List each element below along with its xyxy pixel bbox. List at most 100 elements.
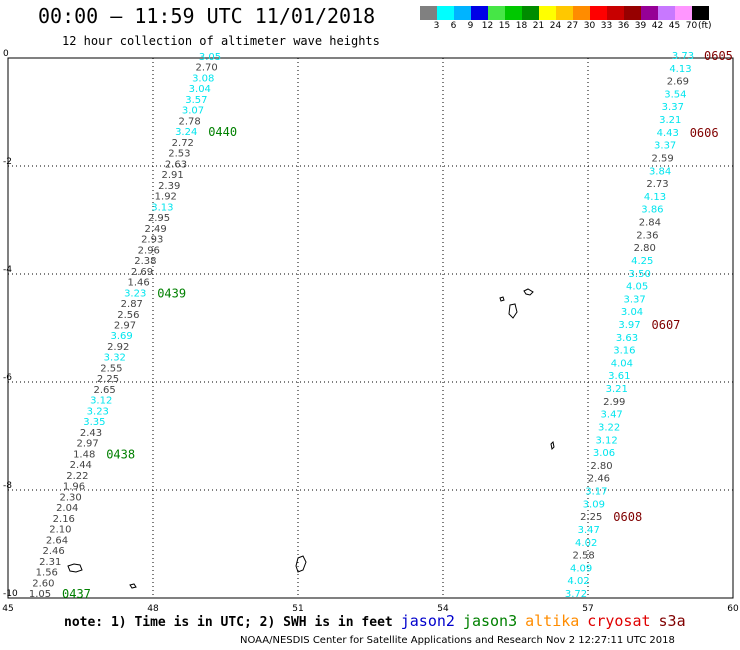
wave-height-label: 3.86 [641,205,663,216]
wave-height-label: 3.73 [672,51,694,62]
wave-height-label: 3.12 [90,396,112,407]
chart-title: 00:00 – 11:59 UTC 11/01/2018 [38,4,376,28]
wave-height-label: 3.47 [601,410,623,421]
legend-swatch [437,6,454,20]
legend-swatch [658,6,675,20]
legend-swatch [420,6,437,20]
wave-height-label: 2.97 [114,321,136,332]
wave-height-label: 2.96 [138,245,160,256]
y-tick-label: -8 [3,481,12,491]
legend-swatch [539,6,556,20]
legend-label: 3 [433,21,440,31]
satellite-s3a: s3a [658,612,686,630]
y-tick-label: -4 [3,265,12,275]
island-outline [295,555,307,573]
wave-height-label: 3.37 [662,102,684,113]
legend-swatches [420,6,740,20]
wave-height-label: 3.35 [83,417,105,428]
satellite-altika: altika [525,612,580,630]
satellite-jason3: jason3 [462,612,518,630]
wave-height-label: 1.56 [36,568,58,579]
wave-height-label: 2.04 [56,503,78,514]
wave-height-label: 3.04 [621,307,643,318]
wave-height-label: 2.84 [639,218,661,229]
wave-height-label: 3.24 [175,127,197,138]
wave-height-label: 3.22 [598,422,620,433]
wave-height-label: 3.13 [151,202,173,213]
wave-height-label: 2.92 [107,342,129,353]
x-tick-label: 54 [437,604,449,614]
wave-height-label: 1.05 [29,589,51,600]
wave-height-label: 2.63 [165,159,187,170]
legend-label: 30 [583,21,596,31]
wave-height-label: 2.70 [195,63,217,74]
wave-height-label: 3.69 [110,331,132,342]
wave-height-label: 2.80 [634,243,656,254]
legend-label: 33 [600,21,613,31]
note-text: note: 1) Time is in UTC; 2) SWH is in fe… [64,615,393,630]
wave-height-label: 2.73 [646,179,668,190]
wave-height-label: 2.49 [144,224,166,235]
wave-height-label: 4.02 [567,576,589,587]
legend-swatch [573,6,590,20]
legend-swatch [471,6,488,20]
wave-height-label: 1.46 [127,278,149,289]
wave-height-label: 2.53 [168,149,190,160]
wave-height-label: 2.16 [53,514,75,525]
x-tick-label: 57 [582,604,593,614]
time-label: 0606 [690,126,719,140]
wave-height-label: 3.61 [608,371,630,382]
time-label: 0437 [62,587,91,601]
legend-label: 21 [532,21,545,31]
legend-label: 27 [566,21,579,31]
wave-height-label: 2.87 [121,299,143,310]
wave-height-label: 2.59 [651,153,673,164]
wave-height-label: 3.97 [618,320,640,331]
legend-swatch [607,6,624,20]
legend-swatch [505,6,522,20]
wave-height-label: 3.04 [189,84,211,95]
wave-height-label: 1.96 [63,482,85,493]
wave-height-label: 3.16 [613,346,635,357]
time-label: 0607 [652,318,681,332]
island-outline [499,296,505,302]
wave-height-label: 3.12 [595,435,617,446]
legend-label: 45 [668,21,681,31]
wave-height-label: 2.31 [39,557,61,568]
wave-height-label: 2.80 [590,461,612,472]
wave-height-label: 2.72 [172,138,194,149]
wave-height-label: 2.25 [580,512,602,523]
wave-height-label: 3.57 [185,95,207,106]
wave-height-label: 2.69 [131,267,153,278]
wave-height-label: 2.36 [636,230,658,241]
wave-height-label: 4.05 [626,282,648,293]
wave-height-label: 3.07 [182,106,204,117]
wave-height-label: 2.95 [148,213,170,224]
wave-height-label: 2.60 [32,578,54,589]
satellite-cryosat: cryosat [587,612,651,630]
wave-height-label: 4.09 [570,563,592,574]
island-outline [67,563,83,573]
wave-height-label: 2.22 [66,471,88,482]
wave-height-label: 3.47 [578,525,600,536]
wave-height-label: 3.08 [192,73,214,84]
wave-height-label: 3.05 [199,52,221,63]
y-tick-label: -6 [3,373,12,383]
legend-swatch [624,6,641,20]
wave-height-label: 4.13 [669,64,691,75]
legend-label: 6 [450,21,457,31]
wave-height-label: 2.46 [42,546,64,557]
island-outline [129,583,137,589]
wave-height-label: 2.56 [117,310,139,321]
wave-height-label: 2.25 [97,374,119,385]
wave-height-label: 3.72 [565,589,587,600]
wave-height-label: 3.17 [585,487,607,498]
wave-height-label: 2.39 [158,181,180,192]
wave-height-label: 4.43 [657,128,679,139]
legend-label: 70 [685,21,698,31]
wave-height-label: 2.93 [141,235,163,246]
legend-label: 42 [651,21,664,31]
wave-height-label: 3.21 [606,384,628,395]
wave-height-label: 3.09 [583,499,605,510]
wave-height-label: 1.48 [73,449,95,460]
